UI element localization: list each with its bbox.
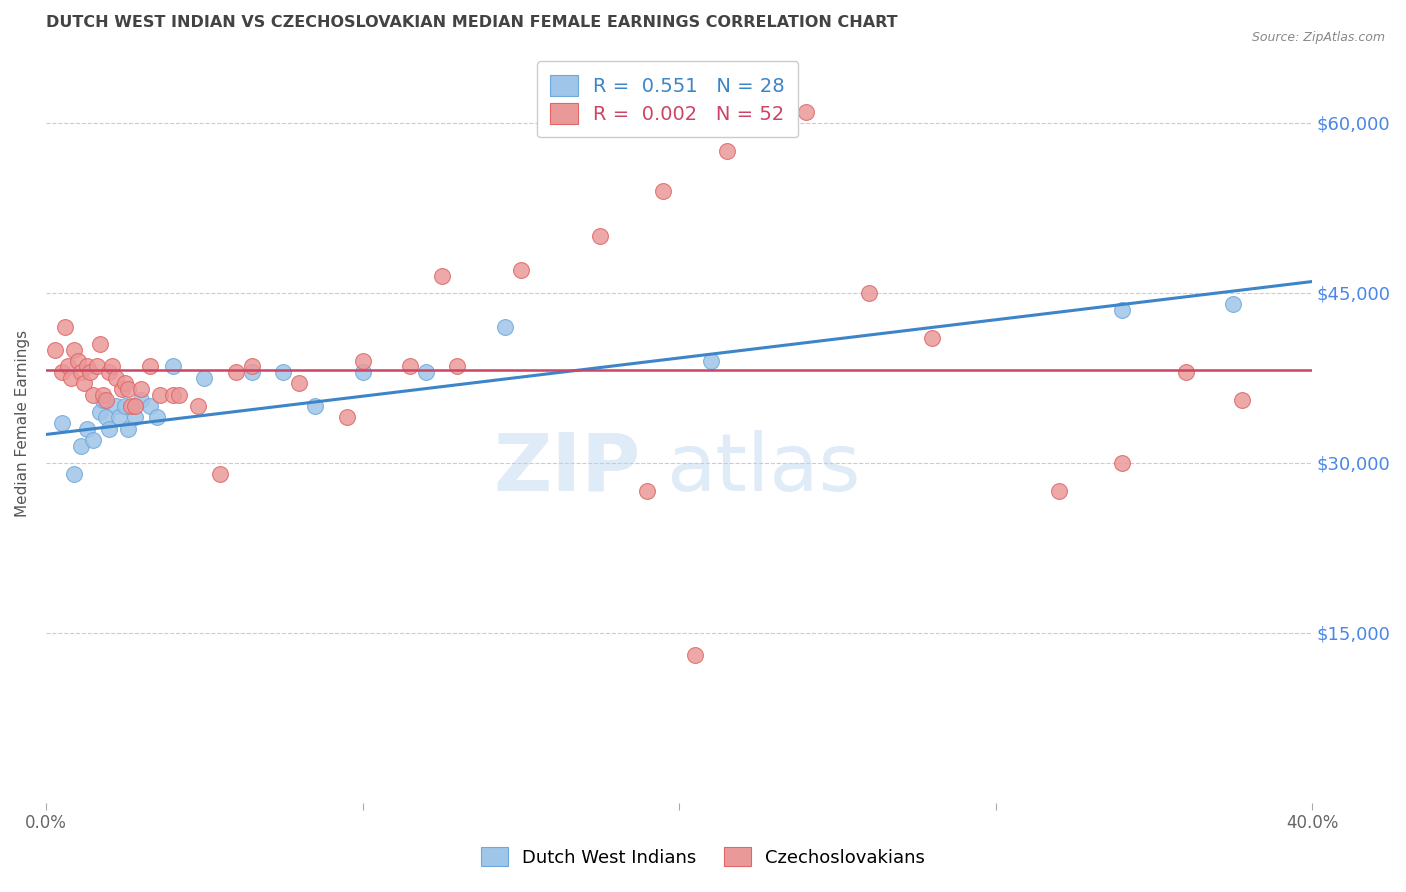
Point xyxy=(94,393,117,408)
Point xyxy=(352,354,374,368)
Point xyxy=(1047,484,1070,499)
Point xyxy=(79,365,101,379)
Point xyxy=(162,359,184,374)
Point xyxy=(139,399,162,413)
Point xyxy=(124,410,146,425)
Point xyxy=(82,433,104,447)
Point xyxy=(652,184,675,198)
Point xyxy=(114,376,136,391)
Point xyxy=(124,399,146,413)
Point xyxy=(53,319,76,334)
Point xyxy=(794,104,817,119)
Point xyxy=(858,285,880,300)
Point xyxy=(63,467,86,482)
Point xyxy=(288,376,311,391)
Point xyxy=(107,410,129,425)
Point xyxy=(139,359,162,374)
Point xyxy=(56,359,79,374)
Point xyxy=(145,410,167,425)
Text: DUTCH WEST INDIAN VS CZECHOSLOVAKIAN MEDIAN FEMALE EARNINGS CORRELATION CHART: DUTCH WEST INDIAN VS CZECHOSLOVAKIAN MED… xyxy=(46,15,897,30)
Point xyxy=(98,365,121,379)
Point xyxy=(111,382,134,396)
Point xyxy=(1222,297,1244,311)
Point xyxy=(69,439,91,453)
Point xyxy=(509,263,531,277)
Point xyxy=(82,388,104,402)
Text: ZIP: ZIP xyxy=(494,430,641,508)
Point xyxy=(430,268,453,283)
Point xyxy=(91,388,114,402)
Legend: Dutch West Indians, Czechoslovakians: Dutch West Indians, Czechoslovakians xyxy=(474,840,932,874)
Point xyxy=(51,416,73,430)
Point xyxy=(187,399,209,413)
Point xyxy=(76,422,98,436)
Point xyxy=(636,484,658,499)
Point xyxy=(63,343,86,357)
Point xyxy=(60,371,83,385)
Point xyxy=(86,359,108,374)
Point xyxy=(1232,393,1254,408)
Point xyxy=(193,371,215,385)
Point xyxy=(494,319,516,334)
Point xyxy=(716,145,738,159)
Text: Source: ZipAtlas.com: Source: ZipAtlas.com xyxy=(1251,31,1385,45)
Point xyxy=(225,365,247,379)
Legend: R =  0.551   N = 28, R =  0.002   N = 52: R = 0.551 N = 28, R = 0.002 N = 52 xyxy=(537,61,799,137)
Y-axis label: Median Female Earnings: Median Female Earnings xyxy=(15,329,30,516)
Point xyxy=(120,399,142,413)
Point xyxy=(921,331,943,345)
Point xyxy=(273,365,295,379)
Point xyxy=(69,365,91,379)
Point xyxy=(352,365,374,379)
Point xyxy=(101,359,124,374)
Point xyxy=(129,382,152,396)
Point xyxy=(1111,456,1133,470)
Point xyxy=(446,359,468,374)
Point xyxy=(209,467,232,482)
Point xyxy=(89,336,111,351)
Point xyxy=(104,371,127,385)
Point xyxy=(89,405,111,419)
Text: atlas: atlas xyxy=(666,430,860,508)
Point xyxy=(167,388,190,402)
Point xyxy=(1111,302,1133,317)
Point xyxy=(240,359,263,374)
Point xyxy=(104,399,127,413)
Point xyxy=(162,388,184,402)
Point xyxy=(94,410,117,425)
Point xyxy=(399,359,422,374)
Point xyxy=(76,359,98,374)
Point xyxy=(44,343,66,357)
Point xyxy=(304,399,326,413)
Point xyxy=(415,365,437,379)
Point xyxy=(98,422,121,436)
Point xyxy=(91,393,114,408)
Point xyxy=(1174,365,1197,379)
Point xyxy=(114,399,136,413)
Point xyxy=(683,648,706,663)
Point xyxy=(66,354,89,368)
Point xyxy=(589,229,612,244)
Point xyxy=(336,410,359,425)
Point xyxy=(117,422,139,436)
Point xyxy=(699,354,721,368)
Point xyxy=(117,382,139,396)
Point xyxy=(51,365,73,379)
Point xyxy=(73,376,96,391)
Point xyxy=(149,388,172,402)
Point xyxy=(240,365,263,379)
Point xyxy=(129,393,152,408)
